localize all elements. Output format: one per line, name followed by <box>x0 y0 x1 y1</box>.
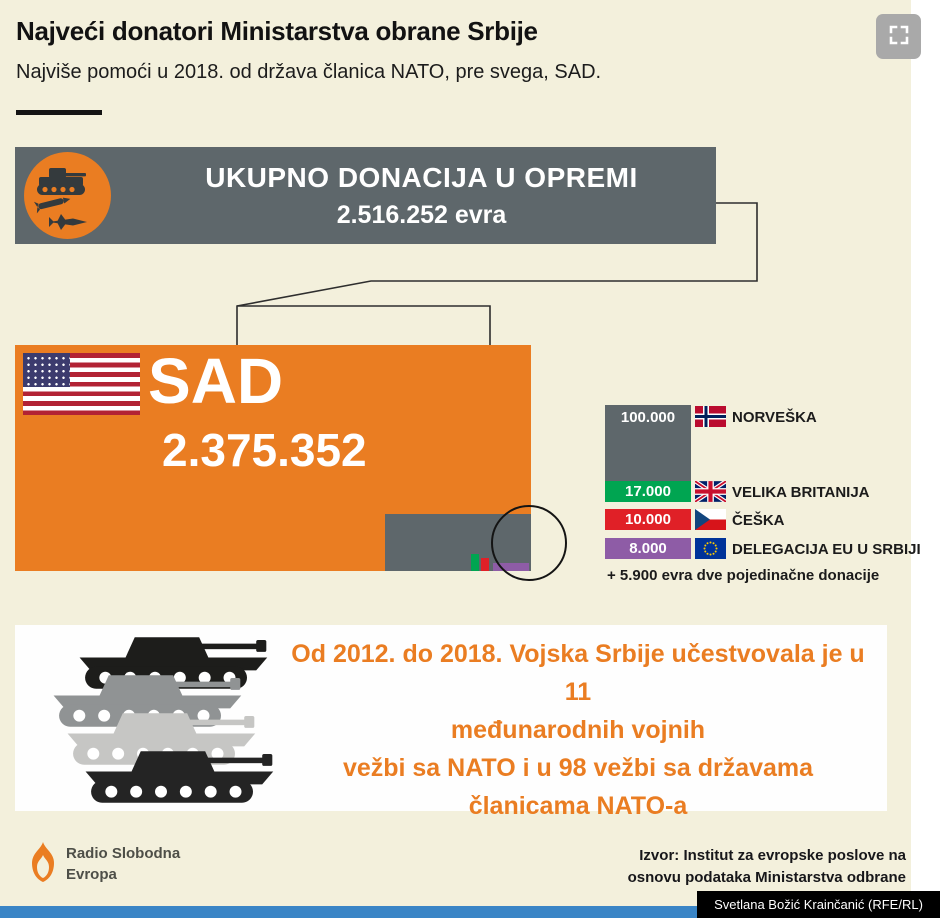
rse-logo-line-2: Evropa <box>66 865 117 883</box>
magnifier-circle <box>491 505 567 581</box>
norway-flag-icon <box>695 406 726 427</box>
uk-flag-icon <box>693 479 728 504</box>
exercises-line-2: međunarodnih vojnih <box>450 716 706 744</box>
banner-text: UKUPNO DONACIJA U OPREMI 2.516.252 evra <box>127 147 716 244</box>
donor-label-uk: VELIKA BRITANIJA <box>732 484 870 501</box>
donor-bar-eu: 8.000 <box>605 538 691 559</box>
czech-flag-icon <box>695 509 726 530</box>
eu-flag-icon <box>695 538 726 559</box>
military-equipment-icon <box>24 152 111 239</box>
exercises-text: Od 2012. do 2018. Vojska Srbije učestvov… <box>277 635 879 825</box>
military-exercises-box: Od 2012. do 2018. Vojska Srbije učestvov… <box>15 625 887 820</box>
donor-bar-czech: 10.000 <box>605 509 691 530</box>
page-title: Najveći donatori Ministarstva obrane Srb… <box>16 16 538 46</box>
total-donations-banner: UKUPNO DONACIJA U OPREMI 2.516.252 evra <box>15 147 716 244</box>
fullscreen-button[interactable] <box>876 14 921 59</box>
donor-label-norway: NORVEŠKA <box>732 409 817 426</box>
torch-icon <box>30 842 56 887</box>
us-flag-canton <box>23 353 70 387</box>
mini-bar-uk <box>471 554 479 571</box>
donor-bar-norway: 100.000 <box>605 405 691 481</box>
exercises-line-3: vežbi sa NATO i u 98 vežbi sa državama <box>342 754 814 782</box>
source-attribution: Izvor: Institut za evropske poslove na o… <box>628 845 906 889</box>
banner-total-value: 2.516.252 evra <box>336 200 507 229</box>
sad-country-label: SAD <box>148 345 284 417</box>
fullscreen-icon <box>887 23 911 50</box>
donor-bar-uk: 17.000 <box>605 481 691 502</box>
title-underline <box>16 110 102 115</box>
bottom-blue-bar <box>0 906 911 918</box>
rse-logo-line-1: Radio Slobodna <box>66 845 181 863</box>
page-subtitle: Najviše pomoći u 2018. od država članica… <box>16 61 602 83</box>
exercises-line-1: Od 2012. do 2018. Vojska Srbije učestvov… <box>291 640 865 706</box>
mini-bar-czech <box>481 558 489 571</box>
rse-logo-text: Radio Slobodna Evropa <box>66 844 180 885</box>
individual-donations-note: + 5.900 evra dve pojedinačne donacije <box>607 567 880 584</box>
donor-label-czech: ČEŠKA <box>732 512 785 529</box>
source-line-1: Izvor: Institut za evropske poslove na <box>639 847 906 864</box>
donor-label-eu: DELEGACIJA EU U SRBIJI <box>732 541 921 558</box>
exercises-line-4: članicama NATO-a <box>468 792 688 820</box>
photo-credit: Svetlana Božić Krainčanić (RFE/RL) <box>697 891 940 918</box>
rse-logo: Radio Slobodna Evropa <box>30 842 180 887</box>
us-flag-icon <box>23 353 140 415</box>
source-line-2: osnovu podataka Ministarstva odbrane <box>627 868 906 886</box>
banner-heading: UKUPNO DONACIJA U OPREMI <box>205 161 638 193</box>
sad-donation-value: 2.375.352 <box>162 424 367 476</box>
sad-donation-box: SAD 2.375.352 <box>15 345 531 571</box>
